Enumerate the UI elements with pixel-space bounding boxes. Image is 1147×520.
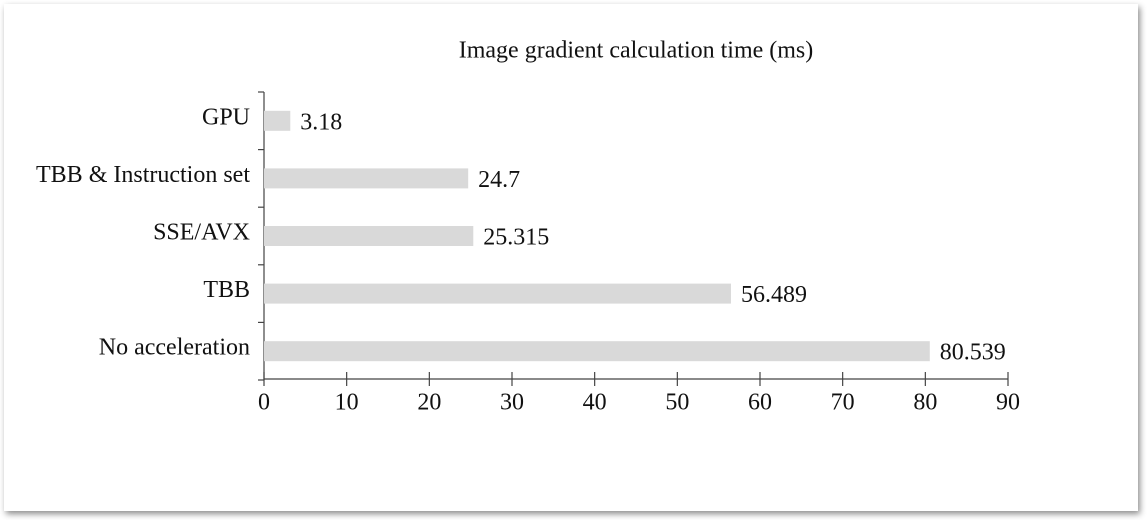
chart-title: Image gradient calculation time (ms) bbox=[459, 38, 814, 64]
x-tick-label: 70 bbox=[831, 390, 855, 416]
x-tick-label: 40 bbox=[583, 390, 607, 416]
x-tick-label: 60 bbox=[748, 390, 772, 416]
bar bbox=[264, 341, 930, 362]
x-tick-label: 10 bbox=[335, 390, 359, 416]
card bbox=[4, 4, 1138, 511]
x-tick-label: 90 bbox=[996, 390, 1020, 416]
bar bbox=[264, 110, 291, 131]
y-tick-label: TBB bbox=[203, 277, 250, 303]
value-label: 80.539 bbox=[940, 340, 1006, 366]
y-tick-label: No acceleration bbox=[99, 335, 250, 361]
bar bbox=[264, 168, 469, 189]
x-tick-label: 30 bbox=[500, 390, 524, 416]
y-tick-label: SSE/AVX bbox=[153, 220, 250, 246]
value-label: 25.315 bbox=[483, 225, 549, 251]
bar bbox=[264, 226, 474, 246]
x-tick-label: 20 bbox=[417, 390, 441, 416]
value-label: 24.7 bbox=[478, 167, 520, 193]
x-tick-label: 0 bbox=[258, 390, 270, 416]
value-label: 56.489 bbox=[741, 282, 807, 308]
bar bbox=[264, 283, 731, 304]
x-tick-label: 80 bbox=[913, 390, 937, 416]
x-tick-label: 50 bbox=[665, 390, 689, 416]
value-label: 3.18 bbox=[300, 109, 342, 135]
y-tick-label: GPU bbox=[202, 104, 250, 130]
y-tick-label: TBB & Instruction set bbox=[36, 162, 250, 188]
